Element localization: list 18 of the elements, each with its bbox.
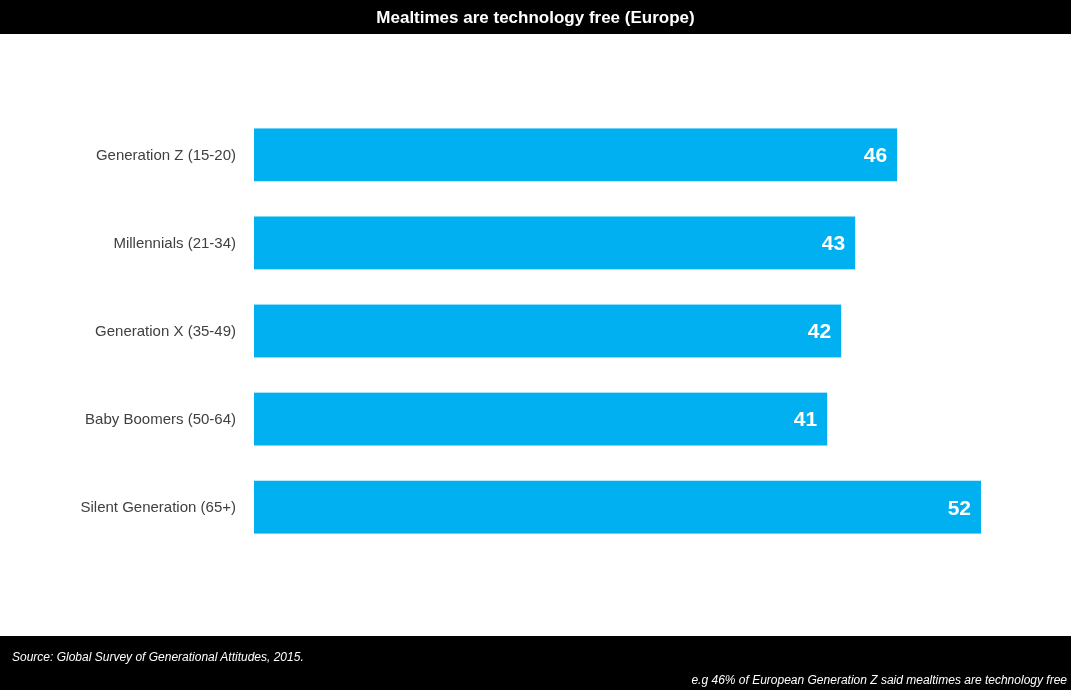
chart-title: Mealtimes are technology free (Europe) (376, 7, 695, 27)
y-tick-label: Silent Generation (65+) (80, 498, 236, 516)
data-label: 43 (821, 231, 846, 255)
y-tick-label: Generation Z (15-20) (95, 146, 236, 164)
bar (254, 392, 828, 446)
source-note: Source: Global Survey of Generational Attitudes, 2015. (12, 650, 304, 665)
text: e.g 46% of European Generation Z said mealtimes are technology free (691, 673, 1068, 688)
bar (254, 128, 898, 182)
data-label: 52 (947, 495, 971, 519)
data-label: 41 (793, 407, 818, 431)
bar (254, 216, 856, 270)
y-tick-label: Millennials (21-34) (113, 234, 236, 252)
bar (254, 480, 981, 534)
data-label: 46 (863, 143, 888, 167)
data-label: 42 (807, 319, 832, 343)
bar (254, 304, 842, 358)
y-tick-label: Baby Boomers (50-64) (85, 410, 236, 428)
y-tick-label: Generation X (35-49) (95, 322, 236, 340)
